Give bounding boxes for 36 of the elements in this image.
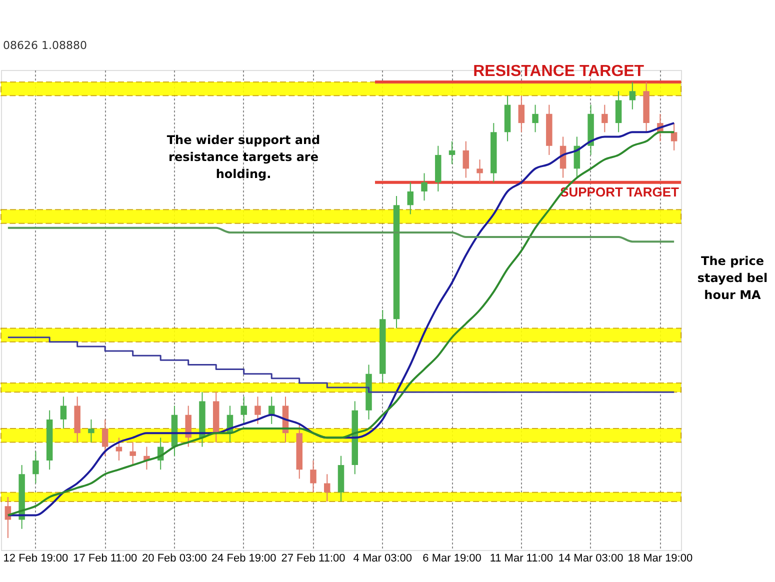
candlestick [32, 450, 39, 484]
x-tick-label: 20 Feb 03:00 [142, 552, 207, 564]
candlestick [476, 159, 483, 183]
candlestick [518, 95, 525, 133]
candlestick [88, 418, 94, 443]
candlestick [615, 90, 622, 133]
x-tick-label: 14 Mar 03:00 [558, 552, 624, 564]
candlestick [532, 104, 538, 133]
x-tick-label: 6 Mar 19:00 [422, 552, 482, 564]
candlestick [102, 418, 108, 456]
annotation: The wider support and resistance targets are holding. [166, 133, 320, 181]
candlestick [629, 82, 636, 110]
candlestick [324, 474, 330, 502]
candlestick [421, 172, 428, 202]
candlestick [116, 437, 122, 461]
candlestick [60, 396, 67, 430]
candlestick [130, 442, 136, 466]
candlestick [185, 405, 192, 448]
x-tick-label: 12 Feb 19:00 [3, 552, 68, 564]
x-tick-label: 4 Mar 03:00 [353, 552, 412, 564]
candlestick [462, 140, 470, 178]
candlestick [254, 396, 261, 424]
x-tick-label: 18 Mar 19:00 [628, 552, 693, 564]
text: 08626 1.08880 [3, 39, 87, 52]
candlestick [670, 122, 678, 151]
text: The price stayed bel hour MA [697, 254, 768, 302]
candlestick [407, 182, 414, 215]
candlestick [240, 396, 247, 424]
x-tick-label: 27 Feb 11:00 [281, 552, 346, 564]
x-tick-label: 17 Feb 11:00 [73, 552, 138, 564]
candlestick [448, 140, 456, 165]
x-tick-label: 24 Feb 19:00 [211, 552, 276, 564]
candlestick [310, 460, 316, 493]
candlestick [602, 104, 608, 133]
x-tick-label: 11 Mar 11:00 [490, 552, 553, 564]
ref-line-label: RESISTANCE TARGET [473, 63, 644, 80]
